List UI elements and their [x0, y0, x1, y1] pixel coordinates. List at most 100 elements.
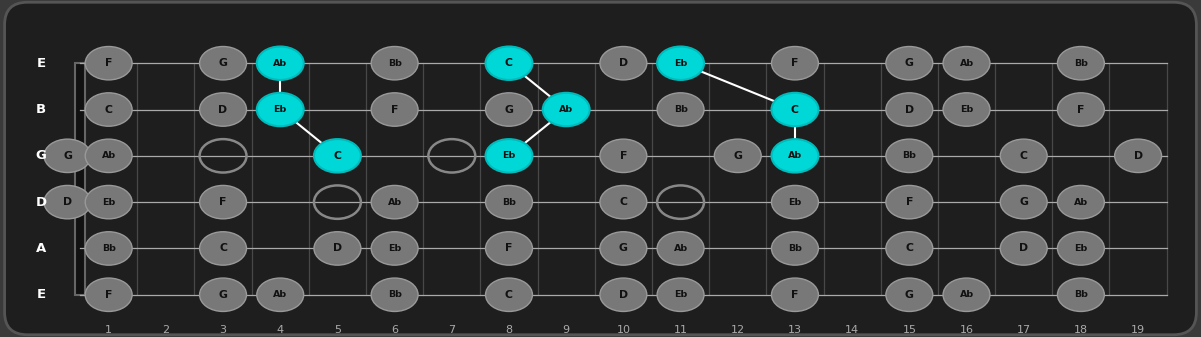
Text: G: G — [904, 290, 914, 300]
Ellipse shape — [886, 47, 933, 80]
Ellipse shape — [600, 232, 647, 265]
Ellipse shape — [44, 139, 91, 173]
Text: G: G — [504, 104, 514, 115]
Text: Bb: Bb — [1074, 290, 1088, 299]
Text: F: F — [104, 290, 113, 300]
Text: 1: 1 — [106, 325, 112, 335]
Text: 16: 16 — [960, 325, 974, 335]
Text: 11: 11 — [674, 325, 687, 335]
Text: Eb: Eb — [388, 244, 401, 253]
Text: C: C — [504, 58, 513, 68]
Ellipse shape — [886, 185, 933, 219]
Ellipse shape — [85, 278, 132, 311]
Ellipse shape — [657, 47, 704, 80]
Text: Eb: Eb — [502, 151, 515, 160]
Text: Eb: Eb — [788, 197, 801, 207]
Ellipse shape — [600, 278, 647, 311]
Ellipse shape — [85, 47, 132, 80]
Text: 10: 10 — [616, 325, 631, 335]
Ellipse shape — [199, 278, 246, 311]
Text: Ab: Ab — [102, 151, 115, 160]
Text: Ab: Ab — [560, 105, 573, 114]
Ellipse shape — [600, 47, 647, 80]
Text: G: G — [619, 243, 628, 253]
Text: D: D — [904, 104, 914, 115]
Text: 18: 18 — [1074, 325, 1088, 335]
Text: Bb: Bb — [388, 59, 401, 68]
Text: D: D — [1020, 243, 1028, 253]
Text: D: D — [619, 58, 628, 68]
Text: G: G — [904, 58, 914, 68]
Text: D: D — [219, 104, 228, 115]
Ellipse shape — [1000, 185, 1047, 219]
Ellipse shape — [886, 93, 933, 126]
Text: A: A — [36, 242, 47, 255]
Text: F: F — [791, 58, 799, 68]
Text: Eb: Eb — [960, 105, 973, 114]
Ellipse shape — [1057, 93, 1105, 126]
Text: 4: 4 — [276, 325, 283, 335]
Ellipse shape — [257, 278, 304, 311]
Text: 17: 17 — [1017, 325, 1030, 335]
Ellipse shape — [657, 93, 704, 126]
Text: 2: 2 — [162, 325, 169, 335]
Text: Bb: Bb — [674, 105, 687, 114]
Text: 8: 8 — [506, 325, 513, 335]
Text: F: F — [791, 290, 799, 300]
Ellipse shape — [313, 232, 360, 265]
Ellipse shape — [886, 278, 933, 311]
Text: C: C — [1020, 151, 1028, 161]
FancyBboxPatch shape — [5, 2, 1196, 335]
Ellipse shape — [313, 139, 360, 173]
Ellipse shape — [600, 139, 647, 173]
Text: C: C — [620, 197, 627, 207]
Ellipse shape — [485, 185, 532, 219]
Text: G: G — [36, 149, 47, 162]
Text: 15: 15 — [902, 325, 916, 335]
Ellipse shape — [199, 185, 246, 219]
Text: 5: 5 — [334, 325, 341, 335]
Ellipse shape — [600, 185, 647, 219]
Ellipse shape — [1115, 139, 1161, 173]
Text: F: F — [104, 58, 113, 68]
Text: F: F — [392, 104, 399, 115]
Text: E: E — [36, 57, 46, 70]
Ellipse shape — [371, 93, 418, 126]
Text: G: G — [734, 151, 742, 161]
Text: Eb: Eb — [674, 290, 687, 299]
Text: Bb: Bb — [902, 151, 916, 160]
Ellipse shape — [715, 139, 761, 173]
Text: D: D — [619, 290, 628, 300]
Text: Eb: Eb — [274, 105, 287, 114]
Ellipse shape — [199, 232, 246, 265]
Text: Ab: Ab — [273, 290, 287, 299]
Ellipse shape — [257, 93, 304, 126]
Text: Eb: Eb — [1074, 244, 1088, 253]
Ellipse shape — [886, 232, 933, 265]
Ellipse shape — [771, 93, 818, 126]
Text: Bb: Bb — [788, 244, 802, 253]
Text: F: F — [906, 197, 913, 207]
Text: C: C — [219, 243, 227, 253]
Ellipse shape — [85, 185, 132, 219]
Ellipse shape — [44, 185, 91, 219]
Ellipse shape — [771, 139, 818, 173]
Text: G: G — [219, 290, 227, 300]
Text: Bb: Bb — [502, 197, 516, 207]
Text: C: C — [104, 104, 113, 115]
Text: 12: 12 — [730, 325, 745, 335]
Text: 9: 9 — [562, 325, 569, 335]
Ellipse shape — [485, 278, 532, 311]
Text: C: C — [791, 104, 799, 115]
Text: 3: 3 — [220, 325, 227, 335]
Ellipse shape — [886, 139, 933, 173]
Text: D: D — [36, 196, 47, 209]
Text: 7: 7 — [448, 325, 455, 335]
Ellipse shape — [943, 93, 990, 126]
Ellipse shape — [1057, 185, 1105, 219]
Ellipse shape — [371, 185, 418, 219]
Text: Ab: Ab — [960, 290, 974, 299]
Text: Bb: Bb — [102, 244, 115, 253]
Text: F: F — [620, 151, 627, 161]
Ellipse shape — [771, 185, 818, 219]
